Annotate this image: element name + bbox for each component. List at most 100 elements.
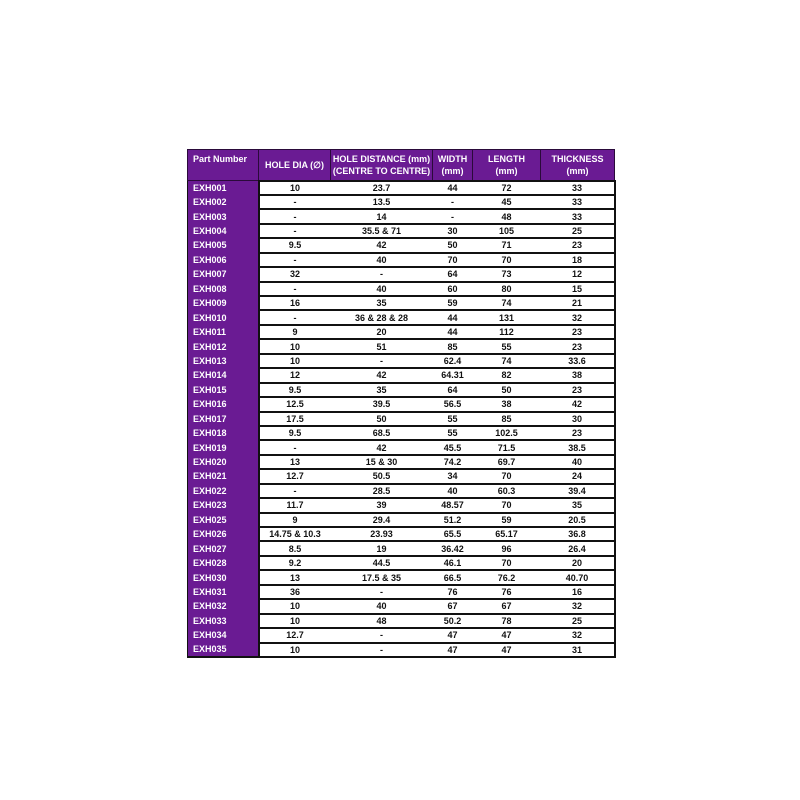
cell-length: 102.5 <box>472 424 541 441</box>
cell-length: 73 <box>472 266 541 282</box>
cell-hole-distance: 51 <box>330 338 433 354</box>
table-row: EXH034 12.7-47 47 32 <box>187 627 616 643</box>
cell-thickness: 33 <box>540 208 616 224</box>
table-row: EXH032 10 40 67 67 32 <box>187 598 616 614</box>
cell-thickness: 32 <box>540 598 616 614</box>
cell-hole-distance: 36 & 28 & 28 <box>330 309 433 325</box>
cell-length: 55 <box>472 338 541 354</box>
cell-part-number: EXH002 <box>187 194 259 210</box>
cell-thickness: 31 <box>540 641 616 658</box>
cell-length: 45 <box>472 193 541 210</box>
cell-hole-distance: 20 <box>330 323 433 340</box>
cell-hole-dia: - <box>257 251 331 268</box>
cell-thickness: 33 <box>540 179 616 195</box>
cell-hole-dia: - <box>257 482 331 499</box>
cell-width: 45.5 <box>432 439 473 455</box>
cell-length: 69.7 <box>472 453 541 470</box>
cell-length: 82 <box>472 367 541 383</box>
cell-length: 76 <box>472 583 541 600</box>
cell-hole-dia: - <box>257 439 331 455</box>
cell-part-number: EXH010 <box>187 309 259 325</box>
cell-part-number: EXH001 <box>187 179 259 195</box>
cell-width: 47 <box>432 627 473 643</box>
cell-hole-dia: 10 <box>257 179 331 195</box>
cell-hole-dia: 16 <box>257 294 331 311</box>
cell-length: 71.5 <box>472 439 541 455</box>
cell-thickness: 20 <box>540 554 616 571</box>
cell-width: 46.1 <box>432 554 473 571</box>
cell-thickness: 40.70 <box>540 569 616 585</box>
cell-width: 56.5 <box>432 396 473 412</box>
cell-hole-distance: 35.5 & 71 <box>330 222 433 239</box>
cell-thickness: 38.5 <box>540 439 616 455</box>
cell-thickness: 12 <box>540 266 616 282</box>
cell-width: 64 <box>432 381 473 398</box>
table-row: EXH031 36-76 76 16 <box>187 583 616 600</box>
cell-length: 96 <box>472 540 541 556</box>
cell-hole-distance: 40 <box>330 251 433 268</box>
cell-width: 36.42 <box>432 540 473 556</box>
cell-hole-distance: - <box>330 583 433 600</box>
header-thickness: THICKNESS (mm) <box>540 149 615 181</box>
cell-width: 70 <box>432 251 473 268</box>
cell-width: - <box>432 208 473 224</box>
cell-hole-dia: 10 <box>257 352 331 369</box>
cell-length: 59 <box>472 511 541 527</box>
cell-hole-dia: - <box>257 193 331 210</box>
cell-hole-dia: 10 <box>257 612 331 629</box>
cell-length: 85 <box>472 410 541 426</box>
cell-hole-distance: 29.4 <box>330 511 433 527</box>
cell-part-number: EXH005 <box>187 237 259 253</box>
cell-length: 70 <box>472 468 541 484</box>
cell-thickness: 18 <box>540 251 616 268</box>
cell-hole-distance: 50 <box>330 410 433 426</box>
cell-hole-dia: 8.5 <box>257 540 331 556</box>
table-row: EXH006-40 70 70 18 <box>187 251 616 268</box>
cell-hole-distance: - <box>330 641 433 658</box>
cell-length: 38 <box>472 396 541 412</box>
table-header-row: Part Number HOLE DIA (∅) HOLE DISTANCE (mm… <box>187 149 615 181</box>
table-row: EXH014 12 42 64.31 82 38 <box>187 367 616 383</box>
table-row: EXH027 8.5 19 36.42 96 26.4 <box>187 540 616 556</box>
cell-width: 48.57 <box>432 497 473 513</box>
cell-length: 70 <box>472 251 541 268</box>
cell-part-number: EXH012 <box>187 338 259 354</box>
cell-hole-dia: 10 <box>257 641 331 658</box>
cell-width: 64 <box>432 266 473 282</box>
header-hole-dia: HOLE DIA (∅) <box>258 149 331 181</box>
cell-thickness: 25 <box>540 612 616 629</box>
cell-hole-distance: 19 <box>330 540 433 556</box>
header-hole-distance-line: (CENTRE TO CENTRE) <box>332 165 431 176</box>
cell-width: 50 <box>432 237 473 253</box>
table-row: EXH001 10 23.7 44 72 33 <box>187 179 616 195</box>
cell-thickness: 25 <box>540 222 616 239</box>
cell-part-number: EXH013 <box>187 353 259 369</box>
cell-width: 74.2 <box>432 453 473 470</box>
cell-width: 50.2 <box>432 612 473 629</box>
header-length-line: (mm) <box>495 165 518 176</box>
table-row: EXH020 13 15 & 30 74.2 69.7 40 <box>187 453 616 470</box>
cell-hole-dia: 9.5 <box>257 424 331 441</box>
cell-hole-distance: - <box>330 266 433 282</box>
table-row: EXH023 11.7 39 48.57 70 35 <box>187 497 616 513</box>
cell-hole-dia: 36 <box>257 583 331 600</box>
cell-hole-dia: - <box>257 280 331 296</box>
cell-length: 72 <box>472 179 541 195</box>
cell-length: 67 <box>472 598 541 614</box>
cell-hole-distance: 68.5 <box>330 424 433 441</box>
cell-part-number: EXH025 <box>187 512 259 527</box>
cell-hole-dia: 10 <box>257 598 331 614</box>
cell-thickness: 23 <box>540 323 616 340</box>
cell-hole-distance: 44.5 <box>330 554 433 571</box>
cell-thickness: 15 <box>540 280 616 296</box>
cell-width: 67 <box>432 598 473 614</box>
table-row: EXH003-14-48 33 <box>187 208 616 224</box>
cell-width: 55 <box>432 424 473 441</box>
cell-hole-distance: 14 <box>330 208 433 224</box>
table-row: EXH017 17.5 50 55 85 30 <box>187 410 616 426</box>
cell-hole-dia: - <box>257 208 331 224</box>
header-width: WIDTH (mm) <box>432 149 473 181</box>
header-length: LENGTH (mm) <box>472 149 541 181</box>
cell-width: 30 <box>432 222 473 239</box>
table-row: EXH028 9.2 44.5 46.1 70 20 <box>187 554 616 571</box>
